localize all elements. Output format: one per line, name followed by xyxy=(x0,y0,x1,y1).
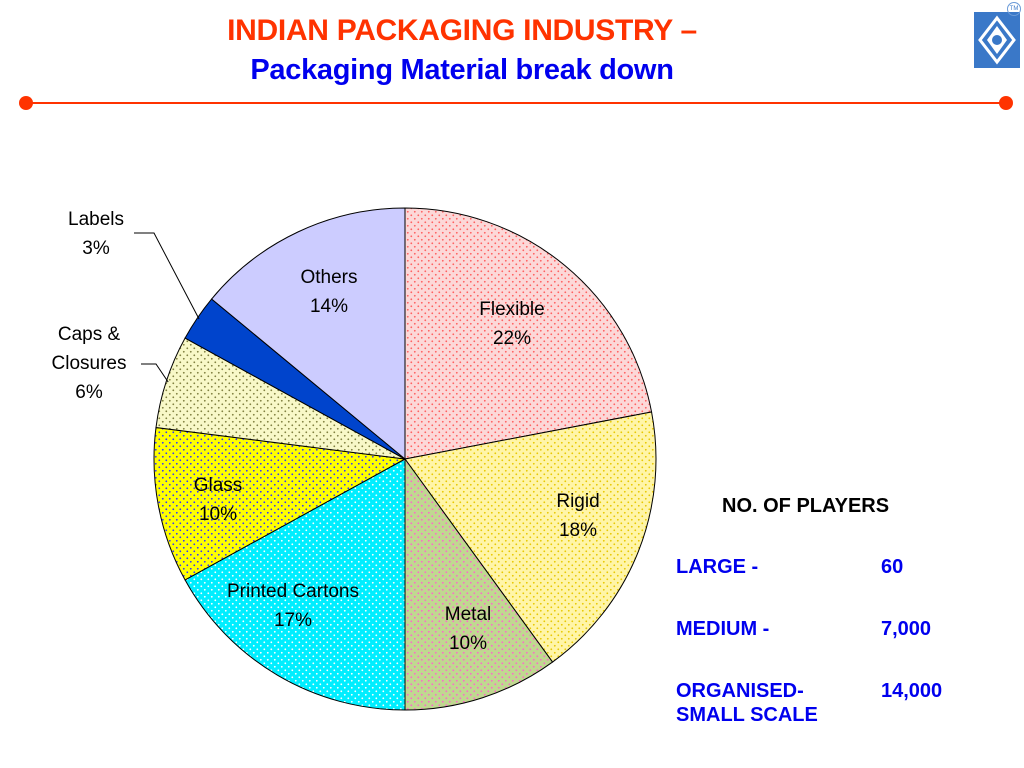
pie-slice-metal xyxy=(404,457,554,711)
slice-category-label: Flexible xyxy=(479,299,544,320)
slice-category-label: Printed Cartons xyxy=(227,581,359,602)
trademark-badge: TM xyxy=(1007,2,1021,16)
pie-slice-printed-cartons xyxy=(184,458,406,711)
slice-value-label: 10% xyxy=(449,633,487,654)
slice-category-label: Metal xyxy=(445,604,491,625)
players-table: NO. OF PLAYERS LARGE - 60 MEDIUM - 7,000… xyxy=(676,495,1006,742)
slice-value-label: 10% xyxy=(199,504,237,525)
title-divider xyxy=(26,102,1006,104)
leader-line-caps-closures xyxy=(141,363,169,383)
players-label: LARGE - xyxy=(676,556,759,578)
players-value: 14,000 xyxy=(881,680,943,702)
players-row-large: LARGE - 60 xyxy=(676,556,1006,580)
slice-value-label: 14% xyxy=(310,296,348,317)
leader-line-labels xyxy=(134,232,200,320)
players-value: 7,000 xyxy=(881,618,932,640)
slice-value-label: 22% xyxy=(493,328,531,349)
page-subtitle: Packaging Material break down xyxy=(250,54,674,86)
pie-slice-others xyxy=(210,207,406,461)
slice-value-label: 6% xyxy=(75,382,103,403)
divider-left-dot xyxy=(19,96,33,110)
players-label-line2: SMALL SCALE xyxy=(676,704,818,726)
page-title: INDIAN PACKAGING INDUSTRY – xyxy=(227,14,697,47)
players-value: 60 xyxy=(881,556,904,578)
company-logo-icon xyxy=(974,12,1020,68)
players-row-medium: MEDIUM - 7,000 xyxy=(676,618,1006,642)
pie-slice-flexible xyxy=(404,207,653,460)
slice-category-label: Closures xyxy=(52,353,127,374)
slice-category-label: Caps & xyxy=(58,324,121,345)
slice-value-label: 17% xyxy=(274,610,312,631)
players-row-small-scale: ORGANISED- 14,000 SMALL SCALE xyxy=(676,680,1006,726)
slice-category-label: Rigid xyxy=(556,491,599,512)
slice-value-label: 18% xyxy=(559,520,597,541)
divider-right-dot xyxy=(999,96,1013,110)
slice-category-label: Glass xyxy=(194,475,243,496)
slice-value-label: 3% xyxy=(82,238,110,259)
slice-category-label: Labels xyxy=(68,209,124,230)
slice-category-label: Others xyxy=(300,267,357,288)
pie-slice-glass xyxy=(153,426,407,581)
pie-slice-rigid xyxy=(404,411,657,663)
players-label: MEDIUM - xyxy=(676,618,770,640)
players-label: ORGANISED- xyxy=(676,680,804,702)
players-heading: NO. OF PLAYERS xyxy=(722,495,890,517)
